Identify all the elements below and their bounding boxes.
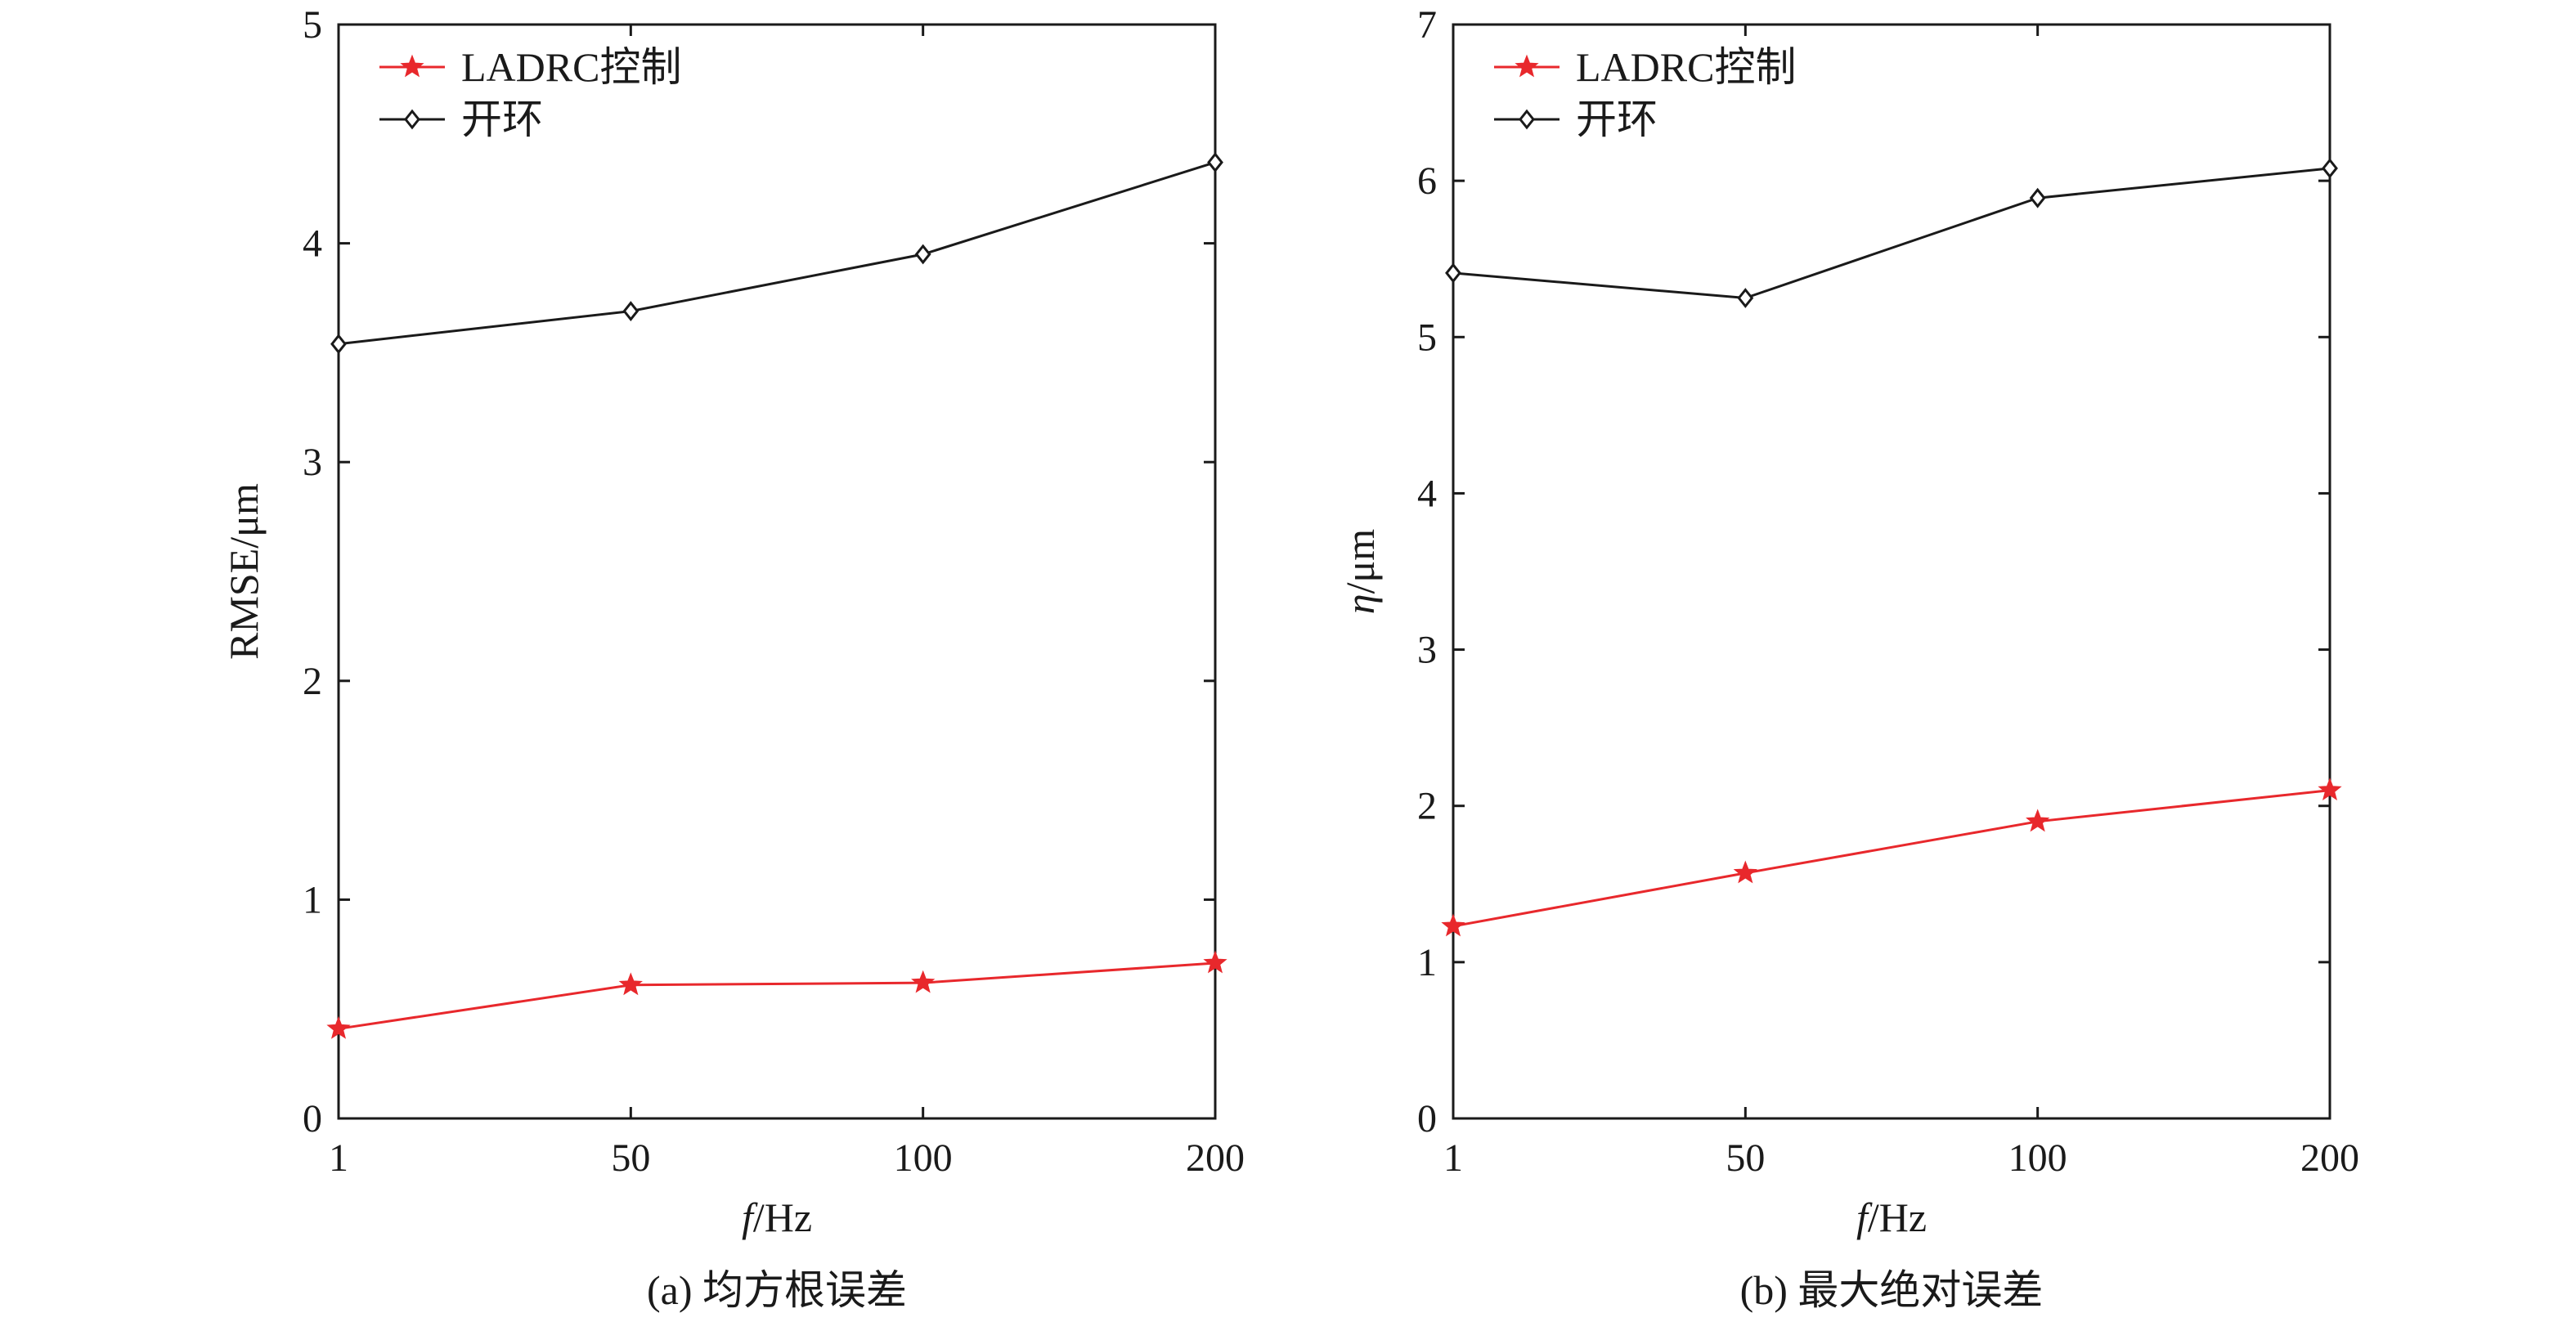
x-axis-title: f/Hz xyxy=(1856,1194,1927,1240)
series-line xyxy=(338,961,1216,1030)
legend-label: 开环 xyxy=(1576,96,1658,142)
legend-entry: 开环 xyxy=(379,96,543,142)
y-tick-labels: 0 1 2 3 4 5 xyxy=(303,3,322,1141)
y-axis-symbol: η xyxy=(1337,594,1383,614)
x-tick-label: 50 xyxy=(611,1136,650,1180)
legend-star-marker xyxy=(1515,54,1539,78)
legend-diamond-marker xyxy=(1519,109,1535,130)
y-tick-label: 1 xyxy=(1417,941,1437,984)
series-open-loop xyxy=(1445,158,2338,308)
star-marker xyxy=(1203,950,1227,974)
star-marker xyxy=(2318,778,2342,801)
legend-label: LADRC控制 xyxy=(1576,44,1796,90)
y-axis-title: RMSE/μm xyxy=(221,483,267,660)
y-tick-label: 3 xyxy=(303,441,322,484)
series-open-loop xyxy=(330,152,1223,355)
diamond-marker xyxy=(2322,158,2338,179)
y-tick-label: 5 xyxy=(1417,316,1437,359)
diamond-marker xyxy=(1737,288,1754,308)
y-tick-label: 6 xyxy=(1417,159,1437,203)
diamond-marker xyxy=(1207,152,1223,173)
series-layer xyxy=(326,152,1227,1039)
star-marker xyxy=(618,972,643,996)
plot-frame xyxy=(1452,23,2331,1120)
panel-caption: (a) 均方根误差 xyxy=(647,1267,907,1313)
series-line xyxy=(338,161,1216,346)
tick-marks xyxy=(1452,23,2331,1120)
y-tick-label: 2 xyxy=(1417,785,1437,828)
legend-entry: 开环 xyxy=(1494,96,1658,142)
x-axis-unit: /Hz xyxy=(753,1194,812,1240)
x-tick-label: 1 xyxy=(329,1136,348,1180)
x-axis-title: f/Hz xyxy=(742,1194,812,1240)
plot-frame xyxy=(337,23,1217,1120)
y-tick-label: 7 xyxy=(1417,3,1437,47)
legend-label: LADRC控制 xyxy=(461,44,681,90)
y-axis-title: η/μm xyxy=(1337,529,1383,615)
star-marker xyxy=(1441,913,1465,937)
series-ladrc xyxy=(1441,778,2342,937)
x-tick-labels: 1 50 100 200 xyxy=(329,1136,1245,1180)
series-layer xyxy=(1441,158,2342,937)
legend-star-marker xyxy=(400,54,424,78)
y-tick-label: 4 xyxy=(303,222,322,266)
diamond-marker xyxy=(622,301,640,321)
diamond-marker xyxy=(1445,262,1461,284)
y-axis-unit: /μm xyxy=(1337,529,1383,594)
diamond-marker xyxy=(914,244,931,265)
legend-entry: LADRC控制 xyxy=(1494,44,1796,90)
x-tick-labels: 1 50 100 200 xyxy=(1443,1136,2359,1180)
x-tick-label: 50 xyxy=(1726,1136,1765,1180)
legend-label: 开环 xyxy=(461,96,543,142)
y-tick-label: 1 xyxy=(303,878,322,921)
diamond-marker xyxy=(330,334,347,355)
star-marker xyxy=(1733,860,1757,884)
y-tick-label: 0 xyxy=(1417,1097,1437,1141)
legend-entry: LADRC控制 xyxy=(379,44,681,90)
panel-caption: (b) 最大绝对误差 xyxy=(1740,1267,2044,1313)
y-tick-label: 2 xyxy=(303,660,322,703)
star-marker xyxy=(326,1015,351,1039)
tick-marks xyxy=(337,23,1217,1120)
y-tick-label: 3 xyxy=(1417,629,1437,672)
star-marker xyxy=(2026,809,2050,832)
y-tick-label: 0 xyxy=(303,1097,322,1141)
x-tick-label: 100 xyxy=(2008,1136,2067,1180)
x-tick-label: 100 xyxy=(894,1136,953,1180)
series-ladrc xyxy=(326,950,1227,1039)
series-line xyxy=(1452,789,2331,928)
star-marker xyxy=(911,970,936,993)
y-tick-label: 4 xyxy=(1417,472,1437,515)
x-tick-label: 200 xyxy=(1186,1136,1245,1180)
diamond-marker xyxy=(2029,187,2046,208)
x-tick-label: 1 xyxy=(1443,1136,1463,1180)
x-tick-label: 200 xyxy=(2300,1136,2359,1180)
x-axis-unit: /Hz xyxy=(1868,1194,1927,1240)
y-tick-label: 5 xyxy=(303,3,322,47)
y-tick-labels: 0 1 2 3 4 5 6 7 xyxy=(1417,3,1437,1141)
series-line xyxy=(1452,167,2331,300)
legend-diamond-marker xyxy=(404,109,420,130)
